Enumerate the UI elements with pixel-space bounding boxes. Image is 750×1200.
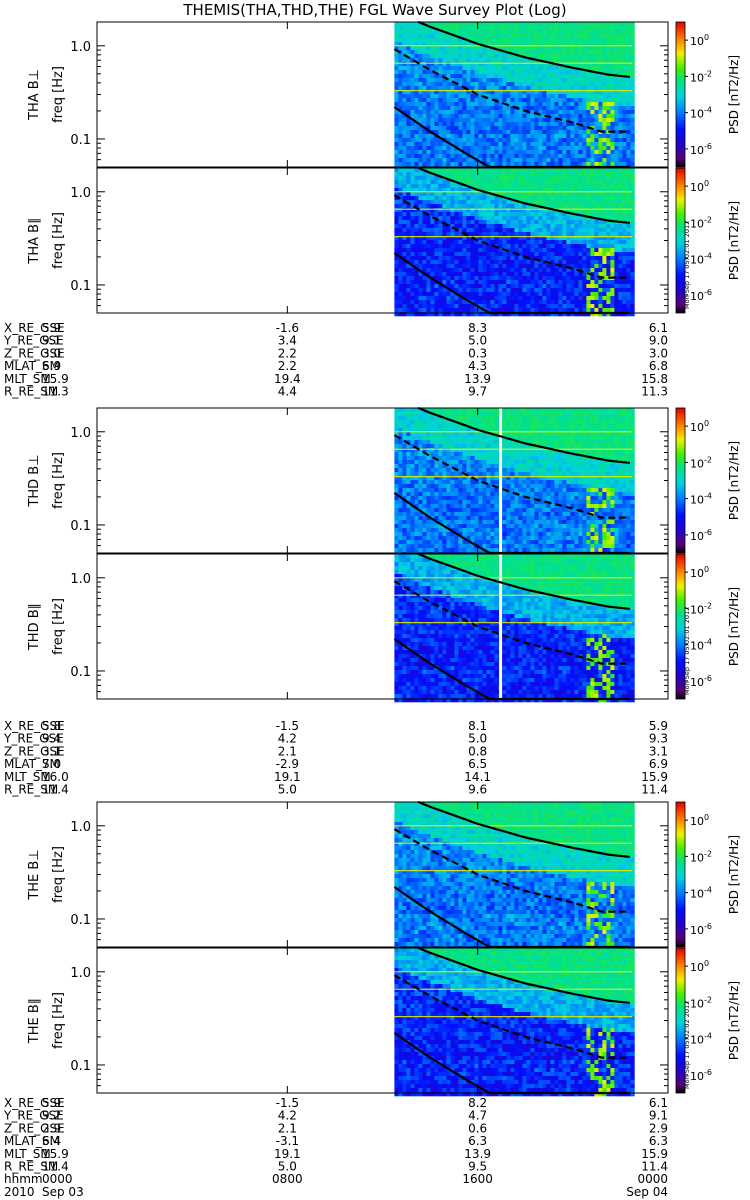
spectrogram-panel: 1.0 0.1 THE B⊥ freq [Hz] 100 10-2 10-4 10-6 PSD … bbox=[27, 802, 741, 950]
y-axis-label: freq [Hz] bbox=[51, 452, 66, 509]
timestamp-stamp: Mon Sep 17 05:02:01 2012 bbox=[683, 607, 691, 695]
colorbar-tick-label: 10-2 bbox=[690, 215, 712, 230]
colorbar bbox=[676, 22, 685, 167]
colorbar-tick-label: 10-4 bbox=[690, 492, 712, 507]
colorbar-tick-label: 10-2 bbox=[690, 455, 712, 470]
colorbar-tick-label: 10-2 bbox=[690, 995, 712, 1010]
colorbar-tick-label: 100 bbox=[690, 565, 709, 580]
colorbar-tick-label: 10-4 bbox=[690, 1032, 712, 1047]
ephemeris-value: 5.0 bbox=[278, 783, 297, 797]
spectrogram-panel: 1.0 0.1 THA B∥ freq [Hz] 100 10-2 10-4 10-6 PSD … bbox=[27, 168, 741, 316]
y-tick-label: 1.0 bbox=[70, 186, 91, 201]
spectrogram-panel: 1.0 0.1 THD B⊥ freq [Hz] 100 10-2 10-4 10-6 PSD … bbox=[27, 408, 741, 556]
ephemeris-value: 0800 bbox=[272, 1172, 303, 1186]
y-tick-label: 1.0 bbox=[70, 426, 91, 441]
ephemeris-value: 4.4 bbox=[278, 385, 297, 399]
y-tick-label: 0.1 bbox=[70, 665, 91, 680]
panel-label: THE B∥ bbox=[27, 998, 42, 1044]
spectrogram-panel: 1.0 0.1 THD B∥ freq [Hz] 100 10-2 10-4 10-6 PSD … bbox=[27, 554, 741, 702]
colorbar-tick-label: 10-2 bbox=[690, 601, 712, 616]
ephemeris-value: 9.6 bbox=[468, 783, 487, 797]
colorbar-label: PSD [nT2/Hz] bbox=[727, 441, 741, 520]
y-axis-label: freq [Hz] bbox=[51, 992, 66, 1049]
panel-label: THA B⊥ bbox=[27, 69, 42, 121]
colorbar-tick-label: 100 bbox=[690, 813, 709, 828]
ephemeris-value: Sep 03 bbox=[42, 1185, 84, 1199]
y-axis-label: freq [Hz] bbox=[51, 66, 66, 123]
colorbar-tick-label: 10-6 bbox=[690, 288, 712, 303]
y-tick-label: 0.1 bbox=[70, 1059, 91, 1074]
ephemeris-row-label: 2010 bbox=[4, 1185, 35, 1199]
colorbar-label: PSD [nT2/Hz] bbox=[727, 981, 741, 1060]
panel-label: THD B⊥ bbox=[27, 454, 42, 507]
ephemeris-value: Sep 04 bbox=[626, 1185, 668, 1199]
colorbar bbox=[676, 408, 685, 553]
ephemeris-value: 11.3 bbox=[641, 385, 668, 399]
y-tick-label: 0.1 bbox=[70, 913, 91, 928]
spectrogram-panel: 1.0 0.1 THA B⊥ freq [Hz] 100 10-2 10-4 10-6 PSD … bbox=[27, 22, 741, 170]
colorbar-tick-label: 10-6 bbox=[690, 922, 712, 937]
colorbar-tick-label: 10-6 bbox=[690, 674, 712, 689]
panel-label: THE B⊥ bbox=[27, 849, 42, 900]
ephemeris-value: 11.4 bbox=[42, 783, 69, 797]
panel-label: THA B∥ bbox=[27, 217, 42, 264]
colorbar-tick-label: 100 bbox=[690, 959, 709, 974]
y-axis-label: freq [Hz] bbox=[51, 212, 66, 269]
colorbar-tick-label: 10-2 bbox=[690, 849, 712, 864]
y-axis-label: freq [Hz] bbox=[51, 598, 66, 655]
colorbar-tick-label: 10-2 bbox=[690, 69, 712, 84]
colorbar-tick-label: 100 bbox=[690, 33, 709, 48]
colorbar-tick-label: 100 bbox=[690, 179, 709, 194]
colorbar-tick-label: 10-4 bbox=[690, 106, 712, 121]
colorbar-tick-label: 100 bbox=[690, 419, 709, 434]
y-tick-label: 1.0 bbox=[70, 820, 91, 835]
y-axis-label: freq [Hz] bbox=[51, 846, 66, 903]
y-tick-label: 1.0 bbox=[70, 40, 91, 55]
colorbar-tick-label: 10-6 bbox=[690, 1068, 712, 1083]
y-tick-label: 1.0 bbox=[70, 572, 91, 587]
timestamp-stamp: Mon Sep 17 05:02:01 2012 bbox=[683, 221, 691, 309]
colorbar-label: PSD [nT2/Hz] bbox=[727, 587, 741, 666]
colorbar-label: PSD [nT2/Hz] bbox=[727, 55, 741, 134]
ephemeris-value: 9.7 bbox=[468, 385, 487, 399]
colorbar-tick-label: 10-4 bbox=[690, 252, 712, 267]
spectrogram-panel: 1.0 0.1 THE B∥ freq [Hz] 100 10-2 10-4 10-6 PSD … bbox=[27, 948, 741, 1096]
y-tick-label: 0.1 bbox=[70, 279, 91, 294]
colorbar-label: PSD [nT2/Hz] bbox=[727, 835, 741, 914]
colorbar-label: PSD [nT2/Hz] bbox=[727, 201, 741, 280]
ephemeris-value: 11.3 bbox=[42, 385, 69, 399]
colorbar-tick-label: 10-4 bbox=[690, 886, 712, 901]
colorbar bbox=[676, 802, 685, 947]
y-tick-label: 0.1 bbox=[70, 519, 91, 534]
colorbar-tick-label: 10-6 bbox=[690, 142, 712, 157]
colorbar-tick-label: 10-6 bbox=[690, 528, 712, 543]
y-tick-label: 1.0 bbox=[70, 966, 91, 981]
panel-label: THD B∥ bbox=[27, 603, 42, 651]
colorbar-tick-label: 10-4 bbox=[690, 638, 712, 653]
y-tick-label: 0.1 bbox=[70, 133, 91, 148]
timestamp-stamp: Mon Sep 17 05:02:02 2012 bbox=[683, 1001, 691, 1089]
ephemeris-value: 1600 bbox=[462, 1172, 493, 1186]
ephemeris-value: 11.4 bbox=[641, 783, 668, 797]
